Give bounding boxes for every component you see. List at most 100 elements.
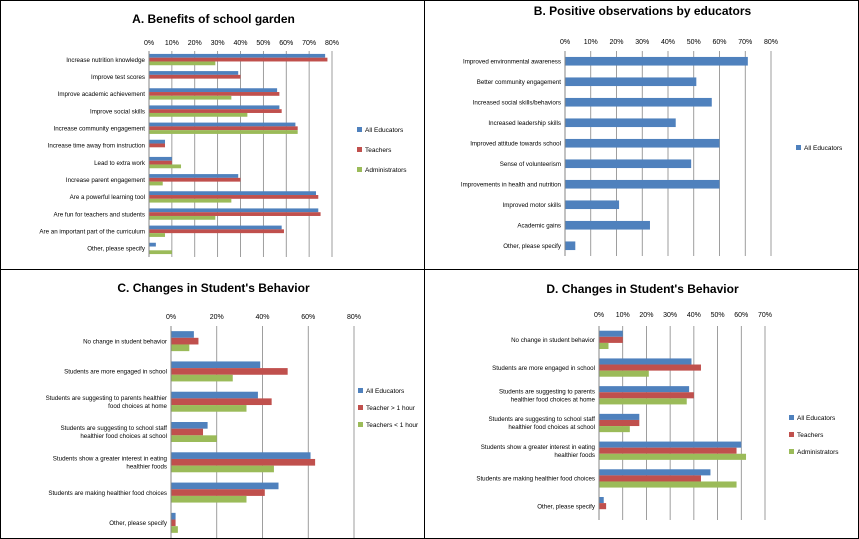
- bar-administrators: [149, 198, 232, 203]
- bar-all-educators: [149, 242, 156, 247]
- legend-label: All Educators: [804, 145, 843, 152]
- legend-swatch: [789, 432, 794, 437]
- chart-panel-b: B. Positive observations by educators 0% 1…: [424, 0, 859, 270]
- category-label: Improvements in health and nutrition: [461, 181, 562, 188]
- legend-swatch: [789, 449, 794, 454]
- category-label: Improve test scores: [91, 74, 145, 81]
- bar-teachers-1-hour: [171, 344, 190, 352]
- x-tick-label: 70%: [302, 40, 316, 47]
- x-tick-label: 20%: [609, 39, 623, 46]
- category-label: Students are suggesting to school staff h…: [60, 425, 167, 440]
- bar-administrators: [149, 95, 232, 100]
- bar-all-educators: [171, 391, 258, 399]
- bar-all-educators: [599, 413, 640, 420]
- bar-all-educators: [149, 53, 326, 58]
- bar-all-educators: [565, 179, 720, 189]
- x-tick-label: 20%: [188, 40, 202, 47]
- legend-swatch: [358, 388, 363, 393]
- x-tick-label: 70%: [758, 312, 772, 319]
- x-tick-label: 50%: [256, 40, 270, 47]
- chart-title-a: A. Benefits of school garden: [132, 12, 295, 26]
- bar-administrators: [149, 250, 172, 255]
- bar-teachers: [149, 177, 241, 182]
- bar-teachers: [149, 126, 298, 131]
- legend-swatch: [789, 415, 794, 420]
- chart-title-b: B. Positive observations by educators: [534, 4, 752, 18]
- x-tick-label: 60%: [712, 39, 726, 46]
- bar-teachers: [599, 475, 701, 482]
- bar-all-educators: [171, 482, 279, 490]
- bar-administrators: [149, 233, 166, 237]
- category-label: Increase parent engagement: [66, 177, 145, 184]
- legend-swatch: [357, 127, 362, 132]
- bar-administrators: [599, 342, 609, 350]
- bar-all-educators: [565, 118, 676, 128]
- x-tick-label: 60%: [301, 314, 315, 321]
- bar-all-educators: [149, 71, 239, 75]
- bar-teachers: [599, 392, 694, 399]
- bar-all-educators: [149, 105, 280, 110]
- category-label: Are a powerful learning tool: [70, 194, 145, 201]
- chart-svg-b: B. Positive observations by educators 0% 1…: [461, 4, 843, 256]
- bar-all-educators: [149, 174, 239, 178]
- bar-teachers: [599, 447, 737, 454]
- legend-label: All Educators: [365, 127, 404, 134]
- bar-administrators: [149, 215, 216, 220]
- legend-label: Teachers: [365, 147, 392, 154]
- category-label: Students are more engaged in school: [64, 369, 167, 376]
- category-label: Academic gains: [517, 222, 561, 229]
- chart-panel-c: C. Changes in Student's Behavior 0% 20% 40%…: [0, 269, 425, 539]
- legend-label: All Educators: [797, 415, 836, 422]
- category-label: Improved motor skills: [503, 202, 561, 209]
- bar-all-educators: [149, 88, 278, 93]
- legend-label: Teachers < 1 hour: [366, 422, 419, 429]
- bar-all-educators: [149, 156, 172, 161]
- bar-all-educators: [565, 97, 712, 107]
- bar-all-educators: [149, 191, 316, 196]
- legend-swatch: [358, 405, 363, 410]
- x-tick-label: 0%: [560, 39, 570, 46]
- category-label: Students are suggesting to school staff h…: [488, 416, 595, 431]
- x-tick-label: 20%: [210, 314, 224, 321]
- legend-swatch: [357, 167, 362, 172]
- bar-teachers: [149, 92, 280, 96]
- bar-teachers: [149, 195, 319, 199]
- x-tick-label: 60%: [734, 312, 748, 319]
- x-tick-label: 30%: [635, 39, 649, 46]
- bar-administrators: [149, 164, 182, 169]
- bar-teachers-1-hour: [171, 495, 247, 503]
- bar-all-educators: [171, 452, 311, 459]
- x-tick-label: 40%: [255, 314, 269, 321]
- bar-all-educators: [149, 122, 296, 127]
- bar-all-educators: [599, 496, 604, 504]
- bar-teacher-1-hour: [171, 337, 199, 345]
- bar-all-educators: [565, 138, 720, 148]
- bar-teacher-1-hour: [171, 428, 204, 436]
- x-tick-label: 80%: [764, 39, 778, 46]
- bar-all-educators: [565, 56, 748, 66]
- bar-administrators: [599, 398, 687, 405]
- legend-swatch: [796, 145, 801, 150]
- bar-teacher-1-hour: [171, 398, 272, 406]
- bar-all-educators: [599, 469, 711, 476]
- bar-teachers: [149, 143, 166, 148]
- bar-all-educators: [599, 358, 692, 365]
- bar-all-educators: [599, 330, 623, 337]
- legend-label: Teachers: [797, 432, 824, 439]
- category-label: Students are suggesting to parents healt…: [46, 395, 168, 410]
- category-label: Other, please specify: [87, 246, 146, 253]
- legend-swatch: [357, 147, 362, 152]
- bar-teachers-1-hour: [171, 405, 247, 412]
- bar-teachers: [599, 364, 701, 371]
- category-label: Students are suggesting to parents health…: [499, 388, 596, 403]
- x-tick-label: 0%: [144, 40, 154, 47]
- x-tick-label: 30%: [663, 312, 677, 319]
- bar-administrators: [149, 61, 216, 66]
- chart-title-d: D. Changes in Student's Behavior: [546, 282, 739, 296]
- bar-teachers: [149, 160, 172, 165]
- bar-all-educators: [599, 386, 690, 393]
- bar-all-educators: [149, 139, 166, 144]
- category-label: Students are making healthier food choic…: [476, 476, 595, 483]
- bar-teachers: [149, 109, 282, 113]
- category-label: Improve social skills: [90, 108, 145, 115]
